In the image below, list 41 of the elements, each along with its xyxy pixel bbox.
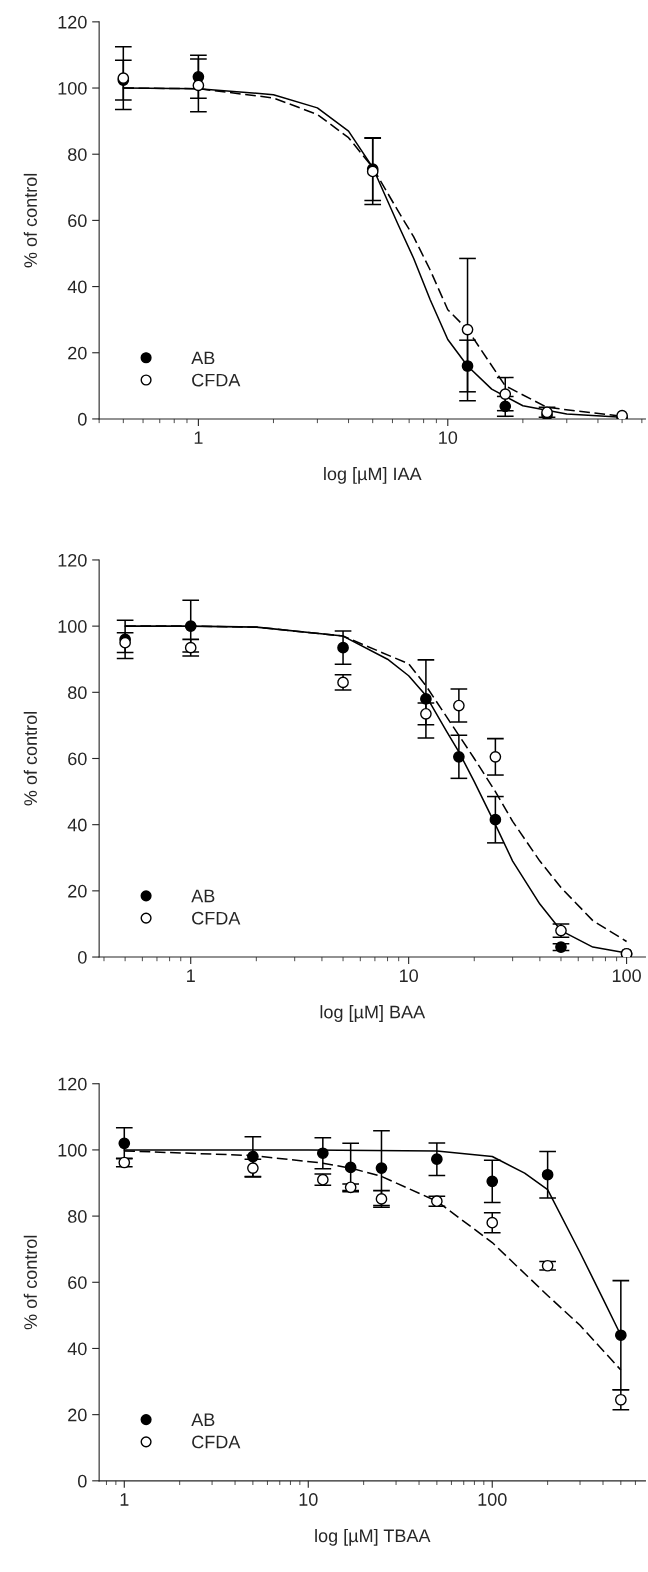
legend-label: CFDA xyxy=(192,911,241,925)
y-tick-label: 40 xyxy=(67,280,87,294)
x-tick-label: 1 xyxy=(187,969,195,982)
x-tick-label: 10 xyxy=(299,1493,318,1506)
x-tick-label: 1 xyxy=(194,431,203,444)
y-tick-label: 0 xyxy=(78,950,87,964)
y-tick-label: 80 xyxy=(68,1210,87,1223)
y-tick-label: 40 xyxy=(67,818,87,832)
x-axis-title: log [µM] BAA xyxy=(320,1005,426,1022)
y-axis-title: % of control xyxy=(23,1235,37,1330)
y-tick-label: 100 xyxy=(58,620,87,633)
x-tick-label: 100 xyxy=(478,1493,507,1506)
y-tick-label: 60 xyxy=(68,1276,87,1289)
x-tick-label: 1 xyxy=(120,1493,129,1506)
x-tick-label: 10 xyxy=(439,431,458,445)
y-tick-label: 40 xyxy=(67,1342,87,1356)
legend-label: AB xyxy=(191,1413,215,1426)
y-tick-label: 120 xyxy=(58,15,87,29)
y-tick-label: 60 xyxy=(68,214,87,228)
y-axis-title: % of control xyxy=(23,173,37,268)
y-tick-label: 120 xyxy=(58,553,87,567)
y-tick-label: 120 xyxy=(58,1077,87,1091)
x-axis-title: log [µM] TBAA xyxy=(315,1528,431,1546)
y-tick-label: 80 xyxy=(68,686,87,700)
y-tick-label: 60 xyxy=(68,752,87,766)
y-tick-label: 100 xyxy=(58,1143,87,1157)
legend-label: AB xyxy=(191,889,215,903)
y-tick-label: 20 xyxy=(68,1408,87,1422)
y-tick-label: 100 xyxy=(58,81,87,95)
y-tick-label: 20 xyxy=(68,884,87,898)
x-axis-title: log [µM] IAA xyxy=(324,467,422,484)
y-tick-label: 80 xyxy=(68,148,87,161)
x-tick-label: 10 xyxy=(399,969,418,983)
y-tick-label: 0 xyxy=(78,412,87,426)
x-tick-label: 100 xyxy=(612,969,641,983)
y-axis-title: % of control xyxy=(23,712,37,806)
legend-label: CFDA xyxy=(192,373,241,387)
y-tick-label: 0 xyxy=(78,1474,87,1488)
legend-label: AB xyxy=(191,351,215,365)
y-tick-label: 20 xyxy=(68,346,87,360)
legend-label: CFDA xyxy=(192,1435,241,1449)
